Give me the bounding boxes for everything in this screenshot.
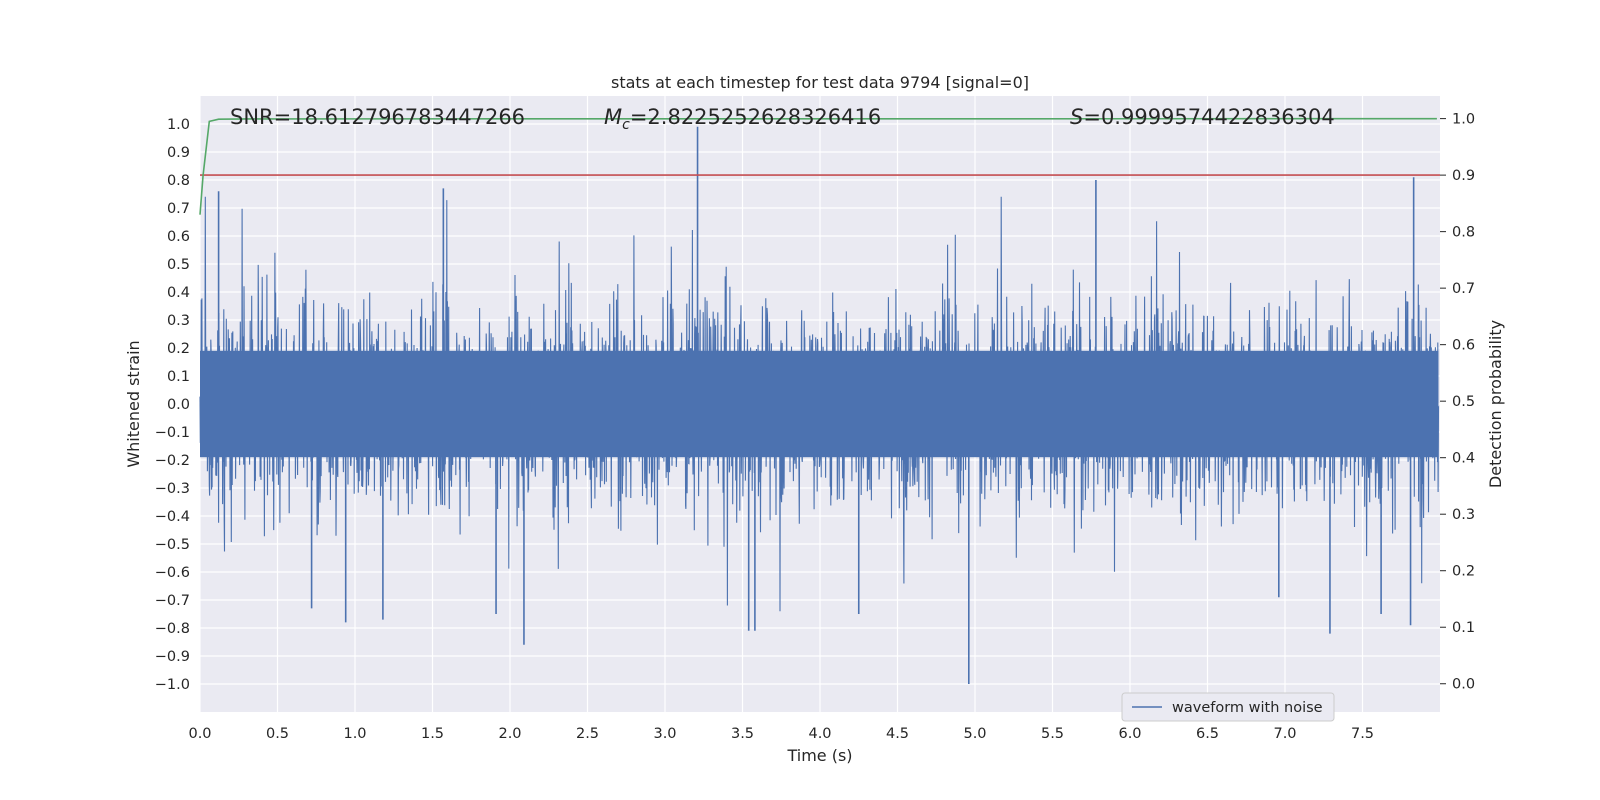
legend-entry-waveform: waveform with noise (1172, 700, 1323, 716)
s-value: =0.9999574422836304 (1083, 105, 1334, 129)
y-tick-label: 1.0 (167, 117, 190, 133)
y-tick-label: −0.5 (155, 537, 190, 553)
x-tick-label: 0.5 (266, 726, 289, 742)
snr-annotation: SNR=18.612796783447266 (230, 105, 525, 129)
y-tick-label: 0.7 (167, 201, 190, 217)
y-tick-label: 0.0 (167, 397, 190, 413)
x-tick-label: 6.0 (1118, 726, 1141, 742)
x-tick-label: 4.5 (886, 726, 909, 742)
y-tick-label: 0.9 (167, 145, 190, 161)
y2-tick-label: 0.3 (1452, 507, 1475, 523)
x-tick-label: 1.0 (343, 726, 366, 742)
mc-value: =2.8225252628326416 (630, 105, 881, 129)
y-tick-label: −0.3 (155, 481, 190, 497)
y-tick-label: 0.3 (167, 313, 190, 329)
y-tick-label: −0.1 (155, 425, 190, 441)
s-annotation: S=0.9999574422836304 (1070, 105, 1335, 129)
y2-tick-label: 0.8 (1452, 225, 1475, 241)
x-tick-label: 2.5 (576, 726, 599, 742)
y-tick-label: 0.1 (167, 369, 190, 385)
y-tick-label: −0.9 (155, 649, 190, 665)
x-tick-label: 0.0 (188, 726, 211, 742)
y2-tick-label: 0.6 (1452, 338, 1475, 354)
x-tick-label: 6.5 (1196, 726, 1219, 742)
x-tick-label: 3.0 (653, 726, 676, 742)
x-axis-ticks: 0.0 0.5 1.0 1.5 2.0 2.5 3.0 3.5 4.0 4.5 5.0 5.5 6.0 6… (188, 726, 1374, 742)
y2-tick-label: 0.1 (1452, 620, 1475, 636)
x-tick-label: 7.0 (1273, 726, 1296, 742)
waveform-series (199, 126, 1440, 684)
y-axis-label: Whitened strain (124, 340, 143, 467)
x-axis-label: Time (s) (786, 746, 852, 765)
y-tick-label: 0.5 (167, 257, 190, 273)
chart-title: stats at each timestep for test data 979… (611, 73, 1029, 92)
y2-tick-label: 0.0 (1452, 677, 1475, 693)
x-tick-label: 1.5 (421, 726, 444, 742)
y-tick-label: 0.2 (167, 341, 190, 357)
y-tick-label: −0.7 (155, 593, 190, 609)
y-axis-ticks: 1.0 0.9 0.8 0.7 0.6 0.5 0.4 0.3 0.2 0.1 0.0 −0.1 −0.… (155, 117, 190, 693)
x-tick-label: 2.0 (498, 726, 521, 742)
y-tick-label: 0.4 (167, 285, 190, 301)
waveform-dense-core (200, 350, 1439, 458)
y-tick-label: −1.0 (155, 677, 190, 693)
y2-tick-label: 0.4 (1452, 451, 1475, 467)
y-tick-label: 0.6 (167, 229, 190, 245)
x-tick-label: 3.5 (731, 726, 754, 742)
y-tick-label: −0.2 (155, 453, 190, 469)
y-tick-label: −0.4 (155, 509, 190, 525)
y2-tick-label: 0.7 (1452, 281, 1475, 297)
x-tick-label: 5.0 (963, 726, 986, 742)
detection-probability-line (199, 117, 1437, 215)
y-tick-label: −0.8 (155, 621, 190, 637)
x-tick-label: 5.5 (1041, 726, 1064, 742)
mc-symbol: M (604, 105, 622, 129)
legend-box (1121, 692, 1335, 722)
y-tick-label: −0.6 (155, 565, 190, 581)
y2-tick-label: 0.9 (1452, 168, 1475, 184)
y2-tick-label: 0.2 (1452, 564, 1475, 580)
y2-axis-ticks: 1.0 0.9 0.8 0.7 0.6 0.5 0.4 0.3 0.2 0.1 0.0 (1440, 112, 1475, 693)
y2-tick-label: 1.0 (1452, 112, 1475, 128)
probability-series (199, 117, 1440, 215)
x-tick-label: 4.0 (808, 726, 831, 742)
y2-tick-label: 0.5 (1452, 394, 1475, 410)
mc-subscript: c (622, 117, 630, 133)
s-symbol: S (1070, 105, 1083, 129)
legend: waveform with noise (1121, 692, 1335, 722)
y-tick-label: 0.8 (167, 173, 190, 189)
x-tick-label: 7.5 (1351, 726, 1374, 742)
mc-annotation: Mc=2.8225252628326416 (604, 105, 881, 133)
y2-axis-label: Detection probability (1486, 320, 1505, 488)
